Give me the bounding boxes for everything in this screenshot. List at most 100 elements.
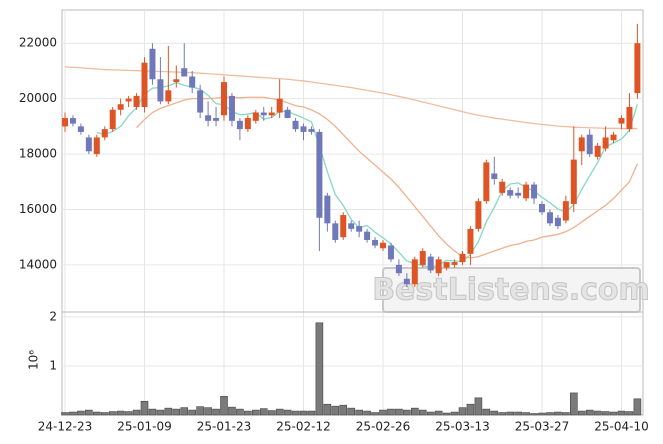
volume-bar [275, 408, 284, 416]
volume-bar [554, 411, 562, 416]
y-tick-label: 18000 [19, 147, 57, 161]
volume-bar [307, 410, 316, 416]
volume-bar [546, 412, 554, 416]
volume-bar [267, 410, 276, 416]
volume-bar [228, 406, 236, 416]
volume-bar [156, 409, 165, 416]
volume-bar [458, 407, 467, 416]
volume-bar [410, 407, 419, 416]
candle-body [324, 195, 331, 224]
candle-body [594, 145, 601, 157]
candle-body [85, 137, 92, 152]
candle-body [189, 76, 196, 88]
moving-average-line [96, 81, 639, 269]
watermark: BestListens.com [372, 273, 650, 308]
candle-body [125, 98, 132, 102]
candle-body [403, 278, 410, 285]
candle-body [515, 192, 522, 196]
candle-body [523, 184, 530, 199]
candle-body [459, 253, 466, 263]
volume-bar [609, 411, 618, 416]
volume-bar [299, 410, 308, 416]
volume-bar [85, 409, 93, 416]
y-tick-label: 16000 [19, 202, 57, 216]
volume-bar [93, 411, 101, 416]
candle-body [62, 118, 68, 127]
candle-body [610, 134, 617, 141]
candle-body [165, 90, 172, 102]
candle-body [236, 120, 243, 130]
candle-body [562, 201, 569, 221]
candle-body [634, 43, 641, 94]
volume-bar [148, 408, 157, 416]
volume-axis-label: 10⁶ [27, 350, 41, 370]
x-tick-label: 25-01-09 [117, 420, 171, 434]
volume-bar [562, 412, 570, 416]
volume-bar [172, 408, 181, 416]
volume-bar [323, 403, 332, 416]
candle-body [427, 256, 434, 271]
volume-bar [601, 411, 610, 416]
candle-body [260, 112, 267, 116]
candle-body [451, 262, 458, 265]
plot-frame [61, 9, 644, 416]
candle-body [546, 212, 553, 224]
candle-body [181, 68, 188, 77]
candle-body [149, 48, 156, 80]
volume-bar [522, 412, 530, 416]
volume-bar [61, 412, 69, 416]
candle-body [364, 231, 371, 240]
volume-bar [108, 411, 117, 416]
volume-bar [506, 411, 515, 416]
volume-bar [339, 404, 348, 416]
volume-bar [530, 413, 538, 416]
candle-body [284, 109, 291, 119]
candle-body [69, 118, 76, 124]
candle-body [93, 137, 100, 155]
candle-body [395, 264, 402, 274]
candle-body [586, 134, 593, 155]
volume-bar [395, 408, 403, 416]
x-tick-label: 25-01-23 [197, 420, 251, 434]
volume-bar [236, 408, 244, 416]
volume-bar [188, 409, 196, 416]
volume-bar [490, 410, 499, 416]
x-tick-label: 24-12-23 [38, 420, 92, 434]
moving-average-line [136, 96, 638, 259]
candle-body [205, 115, 212, 121]
volume-bar [69, 411, 77, 416]
candle-body [618, 118, 625, 124]
volume-bar [116, 410, 125, 416]
candle-body [411, 259, 418, 285]
volume-bar [466, 403, 475, 416]
volume-bar [403, 409, 411, 416]
volume-bar [196, 406, 204, 416]
candle-body [213, 118, 220, 121]
candle-body [316, 131, 323, 218]
volume-bar [418, 409, 427, 416]
volume-bar [291, 410, 300, 416]
candle-body [419, 251, 426, 265]
volume-bar [259, 408, 268, 416]
candle-body [467, 228, 474, 254]
x-tick-label: 25-03-13 [435, 420, 489, 434]
candle-body [300, 126, 307, 132]
volume-bar [100, 412, 109, 416]
volume-bar [426, 411, 435, 416]
candle-body [475, 201, 482, 229]
candle-body [626, 106, 633, 130]
volume-bar [442, 412, 451, 416]
candle-body [483, 162, 490, 202]
volume-bar [220, 396, 228, 416]
candle-body [435, 259, 442, 274]
x-tick-label: 25-02-12 [276, 420, 330, 434]
volume-bar [593, 410, 602, 416]
candle-body [109, 109, 116, 130]
volume-bar [434, 410, 443, 416]
y-tick-label: 14000 [19, 257, 57, 271]
volume-bar [244, 410, 252, 416]
volume-bar [315, 322, 324, 416]
candle-body [276, 98, 283, 113]
candle-body [252, 112, 259, 121]
